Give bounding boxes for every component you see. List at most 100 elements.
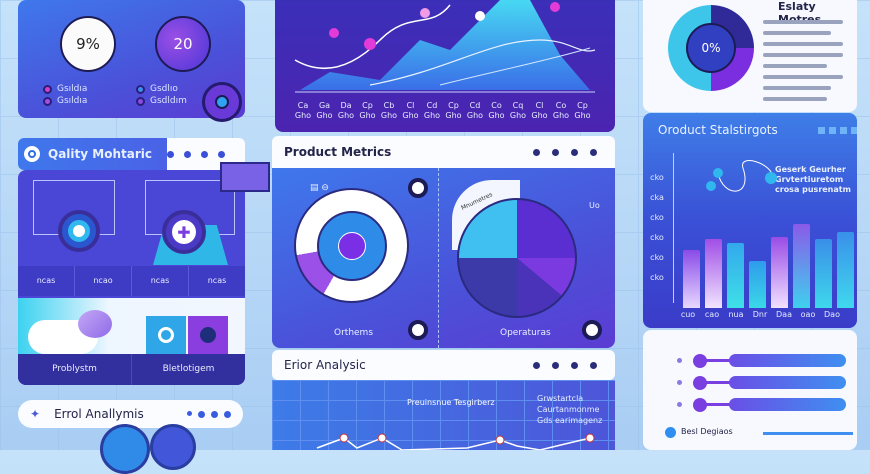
legend-item: Gsıldıa [43, 84, 87, 94]
area-chart-panel: Ca Gho Ga Gho Da Gho Cp Gho Cb Gho Cl Gho Cd Gho Cp Gho… [275, 0, 615, 132]
plus-gear-icon: ✚ [162, 210, 206, 254]
legend-item: Gsdldım [136, 96, 187, 106]
y-tick-label: cko [650, 273, 664, 282]
bar [815, 238, 832, 308]
data-point [339, 433, 349, 443]
settings-knob-icon[interactable] [408, 320, 428, 340]
x-tick-label: Dao [824, 310, 840, 319]
node [765, 172, 777, 184]
line-series [369, 39, 596, 86]
stats-note: crosa pusrenatm [775, 185, 851, 194]
stats-note: Grvtertiuretom [775, 175, 844, 184]
product-statistics-panel: Oroduct Stalstirgots Geserk Geurher Grvt… [643, 113, 857, 328]
data-point [550, 2, 560, 12]
x-tick-label: Ga Gho [316, 101, 333, 120]
x-tick-label: Ca Gho [294, 101, 312, 120]
settings-knob-icon[interactable] [582, 320, 602, 340]
pie-chart [457, 198, 577, 318]
y-axis [673, 153, 674, 303]
x-tick-label: Da Gho [337, 101, 355, 120]
quality-summary-panel: 9% 20 Gsıldıa Gsıldıa Gsdlıo Gsdldım [18, 0, 245, 118]
card-label: ncas [207, 276, 227, 285]
donut-chart [294, 188, 409, 303]
data-point [585, 433, 595, 443]
count-gauge: 20 [155, 16, 211, 72]
sparkle-icon: ✦ [30, 407, 41, 421]
progress-card: Besl Degiaos [643, 330, 857, 450]
line-series [439, 47, 591, 86]
connector-lines [706, 160, 777, 192]
bar [771, 236, 788, 308]
donut-label: Orthems [334, 328, 374, 338]
stats-text-block [763, 20, 843, 108]
x-tick-label: cuo [680, 310, 696, 319]
y-tick-label: cko [650, 213, 664, 222]
connector-line [717, 160, 774, 192]
error-analysis-title: Erior Analysic [284, 358, 366, 372]
y-tick-label: cko [650, 253, 664, 262]
x-tick-label: Cp Gho [445, 101, 462, 120]
card-bottom-label: Problystm [18, 354, 132, 385]
bar [793, 224, 810, 308]
x-tick-label: cao [704, 310, 720, 319]
area-series [300, 0, 590, 90]
data-point [329, 28, 339, 38]
stats-donut-value: 0% [686, 23, 736, 73]
percent-gauge: 9% [60, 16, 116, 72]
gauge-icon: ▤ ⊖ [310, 183, 329, 193]
x-tick-label: Dnr [752, 310, 768, 319]
node [713, 168, 723, 178]
x-tick-label: Co Gho [488, 101, 505, 120]
x-tick-label: Co Gho [552, 101, 570, 120]
card-label-row: ncas ncao ncas ncas [18, 266, 245, 296]
x-tick-label: Daa [776, 310, 792, 319]
more-options-button[interactable] [167, 150, 245, 158]
donut-center [316, 210, 387, 281]
x-tick-label: nua [728, 310, 744, 319]
quality-metrics-header: Qality Mohtaric [18, 138, 245, 170]
page-indicator[interactable] [818, 127, 857, 134]
y-tick-label: cka [650, 193, 664, 202]
x-tick-label: Cp Gho [359, 101, 376, 120]
chart-note: Grwstartcla [537, 394, 584, 403]
bar [837, 232, 854, 308]
more-options-button[interactable] [533, 361, 603, 369]
product-metrics-header: Product Metrics [272, 136, 615, 168]
x-tick-label: Cl Gho [402, 101, 419, 120]
pie-corner-label: Uo [589, 201, 600, 210]
error-line-chart: Preuinsnue Tesgirberz Grwstartcla Caurta… [272, 380, 615, 450]
settings-knob-icon[interactable] [408, 178, 428, 198]
x-tick-label: Cl Gho [531, 101, 548, 120]
product-metrics-panel: ▤ ⊖ Orthems Mnumetres Uo Operaturas [272, 168, 615, 348]
gear-icon [100, 424, 150, 474]
more-options-button[interactable] [533, 148, 603, 156]
progress-legend: Besl Degiaos [681, 427, 733, 436]
ring-toggle-icon[interactable] [202, 82, 242, 122]
progress-bar [729, 398, 846, 411]
legend-dot-icon [665, 427, 676, 438]
legend-line [763, 432, 853, 435]
gear-icon [150, 424, 196, 470]
progress-bar [729, 376, 846, 389]
legend-item: Gsdlıo [136, 84, 178, 94]
cloud-banner [18, 298, 245, 354]
x-tick-label: oao [800, 310, 816, 319]
error-analysis-header: Erior Analysic [272, 350, 615, 380]
error-analysis-pill[interactable]: ✦ Errol Anallymis [18, 400, 243, 428]
data-point [377, 433, 387, 443]
more-options-button[interactable] [187, 410, 231, 418]
error-line [316, 433, 595, 450]
bar [705, 238, 722, 308]
x-tick-label: Cd Gho [423, 101, 441, 120]
x-tick-label: Cb Gho [380, 101, 398, 120]
card-label: ncas [132, 266, 189, 296]
x-tick-label: Cp Gho [574, 101, 591, 120]
node [706, 181, 716, 191]
y-tick-label: cko [650, 173, 664, 182]
line-series [294, 4, 451, 69]
stats-note: Geserk Geurher [775, 165, 846, 174]
product-statistics-title: Oroduct Stalstirgots [658, 123, 778, 137]
data-point [475, 11, 485, 21]
data-point [495, 435, 505, 445]
stats-card: 0% Eslaty Motres [643, 0, 857, 112]
